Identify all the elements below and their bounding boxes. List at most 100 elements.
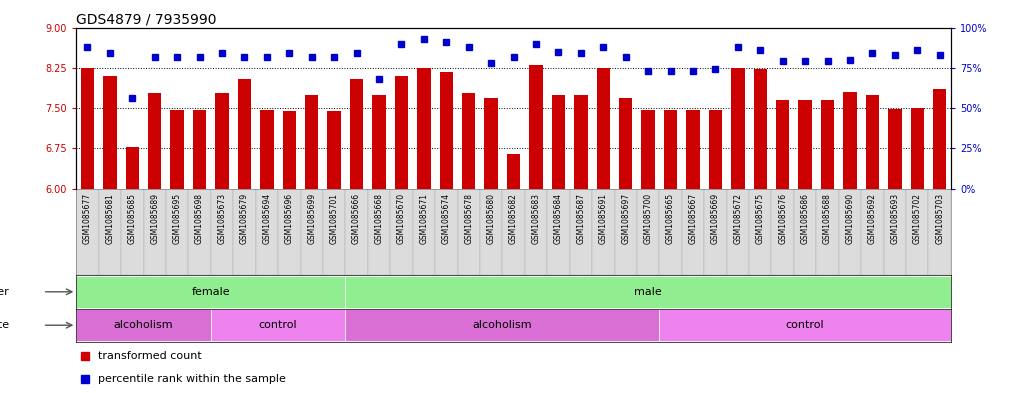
Text: GSM1085670: GSM1085670 [397,193,406,244]
Text: GSM1085701: GSM1085701 [330,193,339,244]
Bar [772,189,794,275]
Bar [216,93,229,189]
Text: GSM1085665: GSM1085665 [666,193,675,244]
Text: GSM1085702: GSM1085702 [912,193,921,244]
Bar [906,189,929,275]
Bar [570,189,592,275]
Bar [143,189,166,275]
Bar [529,65,543,189]
Bar [458,189,480,275]
Bar [126,147,139,189]
Text: GSM1085671: GSM1085671 [419,193,428,244]
Text: GSM1085693: GSM1085693 [890,193,899,244]
Text: GDS4879 / 7935990: GDS4879 / 7935990 [76,12,217,26]
Bar [592,189,614,275]
Bar [754,70,767,189]
Bar [305,95,318,189]
Bar [839,189,861,275]
Bar [283,111,296,189]
Bar [301,189,323,275]
Text: GSM1085668: GSM1085668 [374,193,383,244]
Bar [76,189,99,275]
Text: GSM1085675: GSM1085675 [756,193,765,244]
Bar [278,189,301,275]
Bar [99,189,121,275]
Bar [709,110,722,189]
Bar [821,100,834,189]
Text: transformed count: transformed count [98,351,202,361]
Bar [80,68,95,189]
Bar [704,189,726,275]
Text: alcoholism: alcoholism [473,320,532,330]
Text: female: female [191,287,230,297]
Bar [929,189,951,275]
Bar [103,76,117,189]
Bar [750,189,772,275]
Bar [439,72,453,189]
Bar [372,95,385,189]
Text: GSM1085688: GSM1085688 [823,193,832,244]
Bar [888,109,901,189]
Bar [391,189,413,275]
Text: control: control [258,320,297,330]
Text: GSM1085687: GSM1085687 [577,193,586,244]
Bar [637,189,659,275]
Bar [368,189,391,275]
Bar [817,189,839,275]
Bar [346,189,368,275]
Text: GSM1085696: GSM1085696 [285,193,294,244]
Bar [865,95,879,189]
Text: percentile rank within the sample: percentile rank within the sample [98,374,286,384]
Bar [395,76,408,189]
Text: alcoholism: alcoholism [114,320,173,330]
Bar [884,189,906,275]
Text: GSM1085699: GSM1085699 [307,193,316,244]
Bar [843,92,856,189]
Text: GSM1085681: GSM1085681 [106,193,115,244]
Bar [238,79,251,189]
Text: GSM1085698: GSM1085698 [195,193,204,244]
Bar [166,189,188,275]
Text: GSM1085678: GSM1085678 [464,193,473,244]
Text: male: male [635,287,662,297]
Text: GSM1085672: GSM1085672 [733,193,742,244]
Bar [255,189,278,275]
Text: GSM1085690: GSM1085690 [845,193,854,244]
Bar [480,189,502,275]
Text: gender: gender [0,287,9,297]
Bar [211,189,233,275]
Bar [502,189,525,275]
Bar [233,189,255,275]
Text: GSM1085682: GSM1085682 [510,193,518,244]
Text: disease state: disease state [0,320,9,330]
Text: GSM1085676: GSM1085676 [778,193,787,244]
Bar [614,189,637,275]
Text: GSM1085677: GSM1085677 [83,193,92,244]
Bar [148,93,162,189]
Text: GSM1085674: GSM1085674 [441,193,451,244]
Bar [659,189,681,275]
Text: GSM1085669: GSM1085669 [711,193,720,244]
Bar [327,111,341,189]
Bar [575,95,588,189]
Bar [171,110,184,189]
Text: GSM1085697: GSM1085697 [621,193,631,244]
Text: GSM1085686: GSM1085686 [800,193,810,244]
Bar [798,100,812,189]
Bar [794,189,817,275]
Bar [506,154,521,189]
Bar [681,189,704,275]
Text: GSM1085694: GSM1085694 [262,193,272,244]
Text: GSM1085685: GSM1085685 [128,193,137,244]
Bar [435,189,458,275]
Bar [547,189,570,275]
Text: control: control [786,320,825,330]
Bar [346,276,951,308]
Text: GSM1085691: GSM1085691 [599,193,608,244]
Bar [910,108,924,189]
Bar [260,110,274,189]
Text: GSM1085680: GSM1085680 [487,193,495,244]
Bar [417,68,430,189]
Bar [350,79,363,189]
Bar [76,309,211,341]
